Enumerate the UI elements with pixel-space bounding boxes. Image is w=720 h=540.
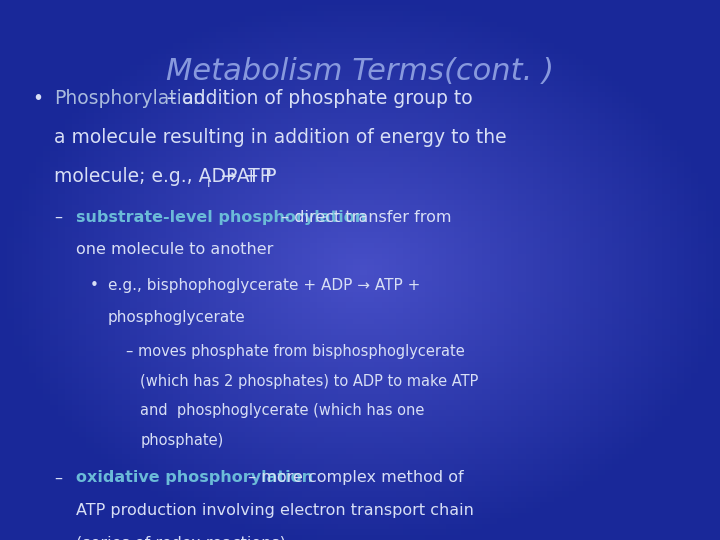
Text: (which has 2 phosphates) to ADP to make ATP: (which has 2 phosphates) to ADP to make … — [140, 374, 479, 389]
Text: –: – — [54, 470, 62, 485]
Text: – addition of phosphate group to: – addition of phosphate group to — [161, 89, 472, 108]
Text: oxidative phosphorylation: oxidative phosphorylation — [76, 470, 312, 485]
Text: phosphoglycerate: phosphoglycerate — [108, 310, 246, 325]
Text: – direct transfer from: – direct transfer from — [276, 210, 451, 225]
Text: –: – — [54, 210, 62, 225]
Text: (series of redox reactions): (series of redox reactions) — [76, 535, 285, 540]
Text: phosphate): phosphate) — [140, 433, 224, 448]
Text: i: i — [207, 177, 211, 190]
Text: •: • — [32, 89, 43, 108]
Text: e.g., bisphophoglycerate + ADP → ATP +: e.g., bisphophoglycerate + ADP → ATP + — [108, 278, 420, 293]
Text: ATP production involving electron transport chain: ATP production involving electron transp… — [76, 503, 474, 518]
Text: →ATP: →ATP — [215, 167, 271, 186]
Text: a molecule resulting in addition of energy to the: a molecule resulting in addition of ener… — [54, 128, 507, 147]
Text: one molecule to another: one molecule to another — [76, 242, 273, 257]
Text: – more complex method of: – more complex method of — [243, 470, 463, 485]
Text: – moves phosphate from bisphosphoglycerate: – moves phosphate from bisphosphoglycera… — [126, 344, 464, 359]
Text: substrate-level phosphorylation: substrate-level phosphorylation — [76, 210, 366, 225]
Text: •: • — [90, 278, 99, 293]
Text: Metabolism Terms(cont. ): Metabolism Terms(cont. ) — [166, 57, 554, 86]
Text: Phosphorylation: Phosphorylation — [54, 89, 205, 108]
Text: and  phosphoglycerate (which has one: and phosphoglycerate (which has one — [140, 403, 425, 418]
Text: molecule; e.g., ADP + P: molecule; e.g., ADP + P — [54, 167, 276, 186]
